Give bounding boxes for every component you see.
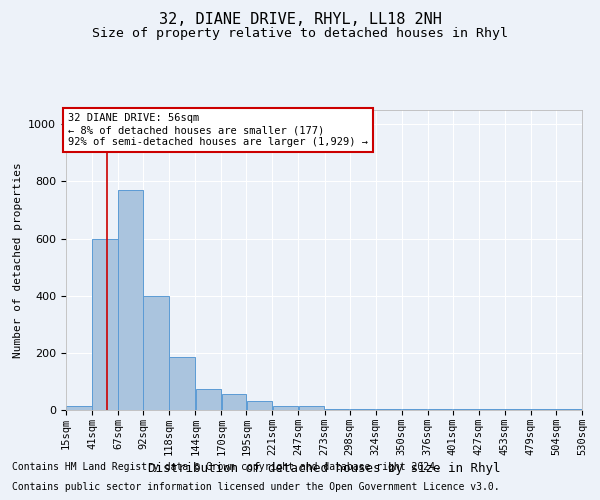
Text: Contains public sector information licensed under the Open Government Licence v3: Contains public sector information licen… bbox=[12, 482, 500, 492]
Y-axis label: Number of detached properties: Number of detached properties bbox=[13, 162, 23, 358]
Bar bbox=[325, 408, 349, 410]
Text: 32 DIANE DRIVE: 56sqm
← 8% of detached houses are smaller (177)
92% of semi-deta: 32 DIANE DRIVE: 56sqm ← 8% of detached h… bbox=[68, 114, 368, 146]
Text: Size of property relative to detached houses in Rhyl: Size of property relative to detached ho… bbox=[92, 28, 508, 40]
Bar bbox=[221, 394, 246, 410]
Text: Contains HM Land Registry data © Crown copyright and database right 2024.: Contains HM Land Registry data © Crown c… bbox=[12, 462, 441, 472]
Bar bbox=[66, 406, 92, 410]
Bar bbox=[196, 388, 221, 410]
Bar bbox=[428, 408, 452, 410]
Bar bbox=[299, 406, 324, 410]
Text: 32, DIANE DRIVE, RHYL, LL18 2NH: 32, DIANE DRIVE, RHYL, LL18 2NH bbox=[158, 12, 442, 28]
Bar bbox=[350, 408, 376, 410]
Bar bbox=[247, 402, 272, 410]
Bar bbox=[143, 296, 169, 410]
Bar bbox=[92, 238, 118, 410]
Bar bbox=[118, 190, 143, 410]
X-axis label: Distribution of detached houses by size in Rhyl: Distribution of detached houses by size … bbox=[148, 462, 500, 475]
Bar bbox=[272, 406, 298, 410]
Bar bbox=[169, 357, 195, 410]
Bar bbox=[402, 408, 427, 410]
Bar bbox=[376, 408, 401, 410]
